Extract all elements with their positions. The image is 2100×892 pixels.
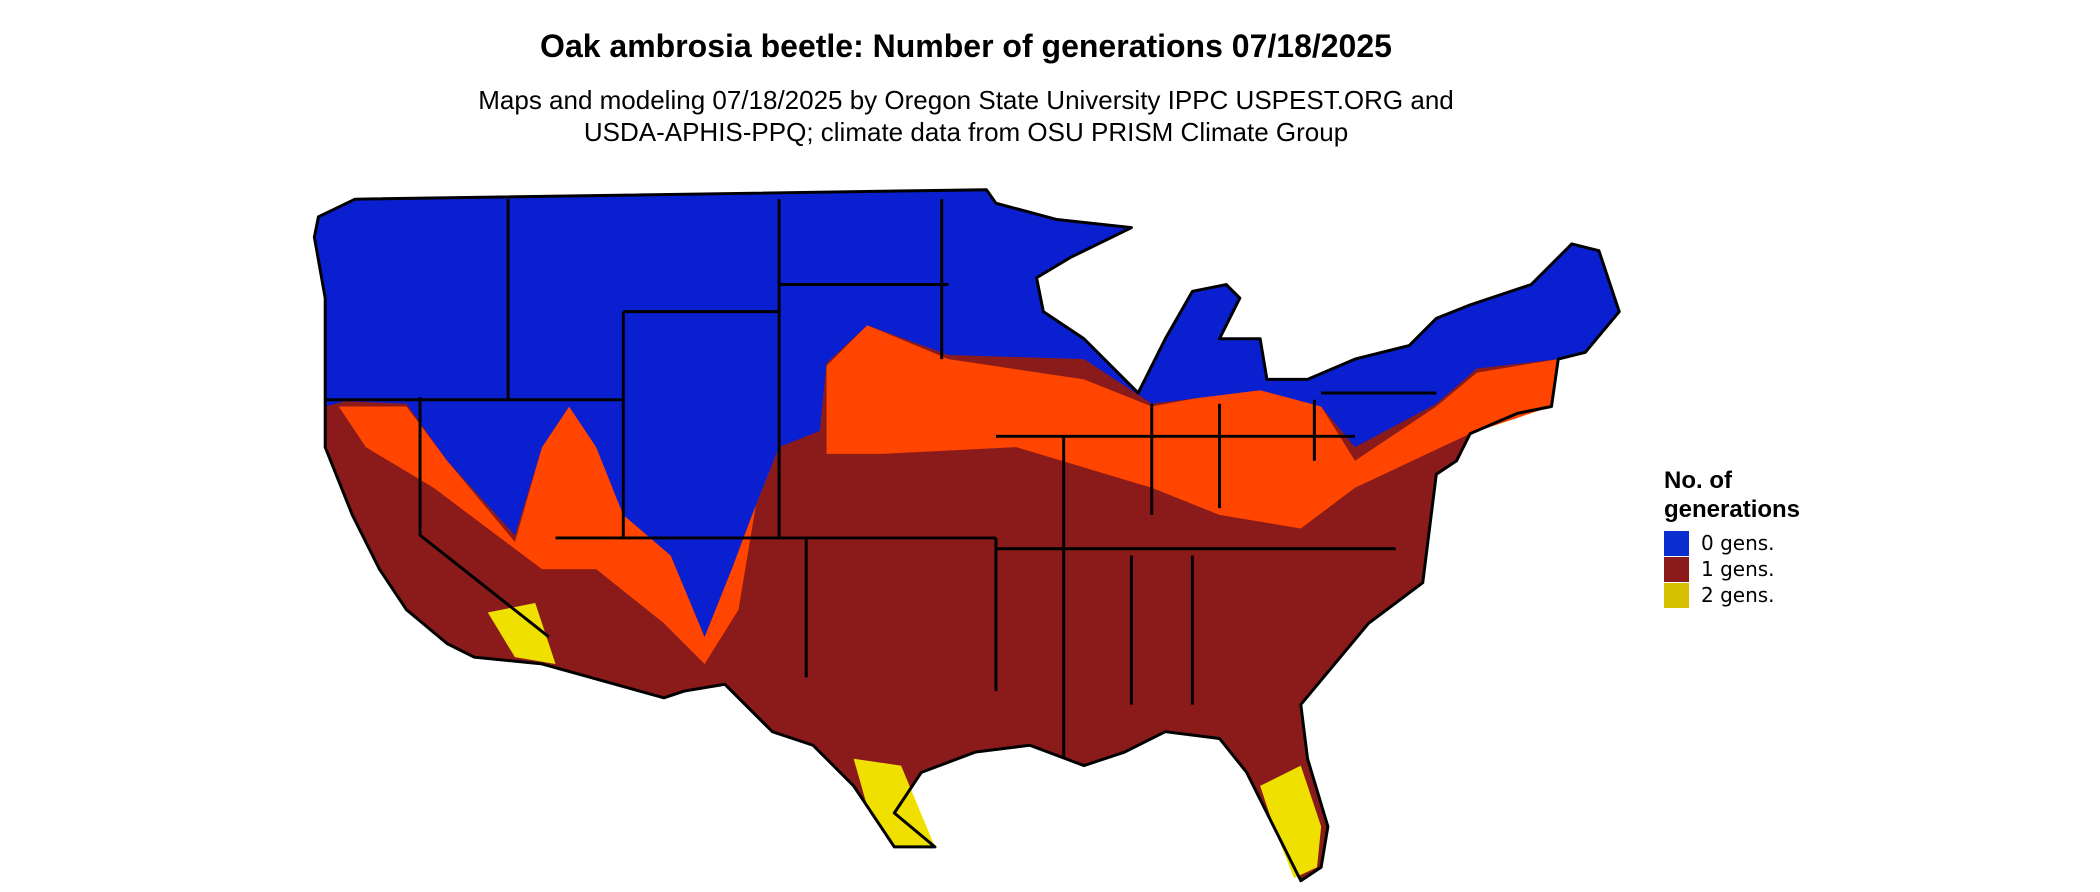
region-partial-west (338, 406, 780, 664)
region-partial (826, 325, 1559, 529)
region-two-generations (853, 758, 935, 847)
map-title: Oak ambrosia beetle: Number of generatio… (540, 28, 1392, 64)
legend-label: 2 gens. (1701, 583, 1775, 607)
region-two-generations (487, 602, 556, 664)
legend-swatch (1664, 531, 1689, 556)
legend-title: No. of (1664, 467, 1733, 494)
legend-label: 1 gens. (1701, 557, 1775, 581)
legend-label: 0 gens. (1701, 531, 1775, 555)
legend-swatch (1664, 557, 1689, 582)
state-borders (325, 199, 1437, 759)
region-two-generations (1260, 765, 1322, 879)
legend-swatch (1664, 583, 1689, 608)
subtitle-line: USDA-APHIS-PPQ; climate data from OSU PR… (584, 117, 1348, 147)
region-zero-generations (314, 189, 1620, 637)
legend-title: generations (1664, 496, 1800, 523)
subtitle-line: Maps and modeling 07/18/2025 by Oregon S… (478, 85, 1454, 115)
us-border (312, 188, 1621, 883)
legend: No. of generations 0 gens.1 gens.2 gens. (1664, 467, 1800, 608)
us-map (312, 188, 1621, 883)
